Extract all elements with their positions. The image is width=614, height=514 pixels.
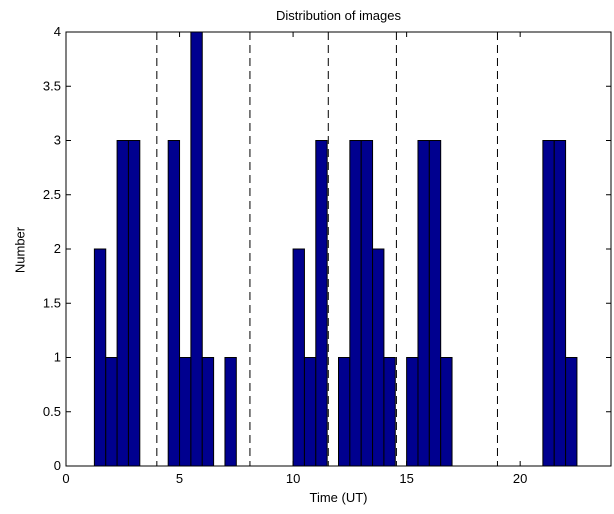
histogram-bar <box>127 140 141 467</box>
x-tick-label: 0 <box>62 471 69 486</box>
histogram-bar <box>383 357 396 467</box>
histogram-bar <box>565 357 578 467</box>
histogram-bar <box>315 140 328 467</box>
histogram-bar <box>553 140 567 467</box>
y-tick-label: 0.5 <box>43 404 61 419</box>
y-tick-label: 0 <box>54 458 61 473</box>
histogram-bar <box>349 140 362 467</box>
histogram-bar <box>190 31 203 467</box>
y-tick-label: 2 <box>54 241 61 256</box>
histogram-bar <box>179 357 192 467</box>
histogram-bar <box>417 140 430 467</box>
y-tick-label: 1.5 <box>43 295 61 310</box>
histogram-bar <box>116 140 129 467</box>
histogram-bar <box>224 357 237 467</box>
y-tick-label: 2.5 <box>43 187 61 202</box>
x-tick-label: 5 <box>176 471 183 486</box>
histogram-bar <box>303 357 317 467</box>
histogram-bar <box>440 357 453 467</box>
histogram-bar <box>93 248 107 467</box>
y-axis-label: Number <box>12 226 28 274</box>
histogram-bar <box>338 357 351 467</box>
histogram-bar <box>201 357 215 467</box>
histogram-bar <box>372 248 385 467</box>
histogram-bar <box>167 140 181 467</box>
histogram-bar <box>105 357 118 467</box>
histogram-bar <box>428 140 442 467</box>
chart-title: Distribution of images <box>276 8 401 23</box>
y-tick-label: 3 <box>54 133 61 148</box>
histogram-bar <box>406 357 419 467</box>
histogram-bar <box>292 248 305 467</box>
y-tick-label: 3.5 <box>43 78 61 93</box>
histogram-bar <box>542 140 555 467</box>
x-tick-label: 20 <box>513 471 527 486</box>
y-tick-label: 1 <box>54 350 61 365</box>
x-axis-label: Time (UT) <box>309 490 368 505</box>
x-tick-label: 15 <box>399 471 413 486</box>
x-tick-label: 10 <box>286 471 300 486</box>
histogram-bar <box>360 140 374 467</box>
y-tick-label: 4 <box>54 24 61 39</box>
